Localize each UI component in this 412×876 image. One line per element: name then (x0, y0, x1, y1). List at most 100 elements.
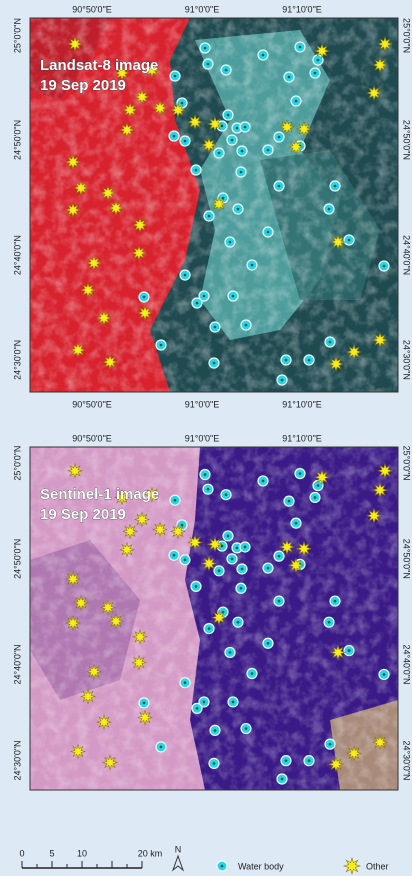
water-body-marker-dot (348, 239, 351, 242)
other-marker (280, 540, 294, 554)
other-marker (297, 122, 311, 136)
other-marker (138, 711, 152, 725)
water-body-marker-dot (251, 264, 254, 267)
top-tick-label: 91°10'0"E (282, 433, 322, 443)
other-marker (109, 614, 123, 628)
water-body-marker-dot (317, 59, 320, 62)
water-body-marker-dot (236, 547, 239, 550)
other-marker (373, 58, 387, 72)
bottom-tick-label: 91°0'0"E (185, 399, 220, 409)
other-marker (188, 535, 202, 549)
water-body-marker-dot (267, 149, 270, 152)
top-tick-label: 90°50'0"E (72, 433, 112, 443)
panel-label: 19 Sep 2019 (40, 77, 126, 94)
bottom-tick-label: 91°10'0"E (282, 399, 322, 409)
water-body-marker-dot (278, 600, 281, 603)
other-marker (66, 155, 80, 169)
bottom-tick-label: 90°50'0"E (72, 399, 112, 409)
other-marker (202, 557, 216, 571)
water-body-marker-dot (240, 171, 243, 174)
water-body-marker-dot (241, 568, 244, 571)
water-body-marker-dot (281, 379, 284, 382)
water-body-marker-dot (174, 75, 177, 78)
water-body-marker-dot (314, 72, 317, 75)
right-tick-label: 24°30'0"N (402, 740, 412, 780)
other-marker (138, 306, 152, 320)
top-tick-label: 91°10'0"E (282, 4, 322, 14)
other-marker (135, 90, 149, 104)
water-body-marker-dot (181, 102, 184, 105)
other-marker (329, 757, 343, 771)
other-marker (367, 509, 381, 523)
other-marker (87, 665, 101, 679)
water-body-marker-dot (245, 727, 248, 730)
other-marker (74, 181, 88, 195)
water-body-marker-dot (221, 125, 224, 128)
water-body-marker-dot (173, 135, 176, 138)
left-tick-label: 24°50'0"N (12, 120, 22, 160)
right-tick-label: 24°40'0"N (402, 235, 412, 275)
other-marker (132, 656, 146, 670)
other-marker (81, 283, 95, 297)
other-marker (378, 37, 392, 51)
water-body-marker-dot (174, 499, 177, 502)
water-body-marker-dot (143, 702, 146, 705)
water-body-marker-dot (383, 673, 386, 676)
other-marker (71, 343, 85, 357)
water-body-marker-dot (196, 302, 199, 305)
water-body-marker-dot (288, 500, 291, 503)
scale-label: 20 km (138, 848, 163, 858)
water-body-marker-dot (184, 559, 187, 562)
right-tick-label: 25°0'0"N (402, 446, 412, 481)
right-tick-label: 24°30'0"N (402, 340, 412, 380)
other-marker (71, 745, 85, 759)
left-tick-label: 24°30'0"N (12, 340, 22, 380)
water-body-marker-dot (221, 865, 224, 868)
left-tick-label: 25°0'0"N (12, 18, 22, 53)
water-body-marker-dot (204, 47, 207, 50)
water-body-marker-dot (208, 215, 211, 218)
water-body-marker-dot (207, 488, 210, 491)
other-marker (315, 44, 329, 58)
water-body-marker-dot (232, 295, 235, 298)
other-marker (101, 601, 115, 615)
other-marker (315, 470, 329, 484)
scale-label: 5 (49, 848, 54, 858)
water-body-marker-dot (317, 484, 320, 487)
page: {"panels":[ {"label_lines":["Landsat-8 i… (0, 0, 412, 876)
panel-label: 19 Sep 2019 (40, 506, 126, 523)
other-marker (103, 756, 117, 770)
panel-label: Sentinel-1 image (40, 486, 159, 503)
water-body-marker-dot (218, 570, 221, 573)
other-marker (66, 616, 80, 630)
water-body-marker-dot (278, 555, 281, 558)
water-body-marker-dot (329, 743, 332, 746)
other-marker (68, 464, 82, 478)
water-body-marker-dot (295, 522, 298, 525)
water-body-marker-dot (285, 759, 288, 762)
water-body-marker-dot (267, 642, 270, 645)
right-tick-label: 24°50'0"N (402, 539, 412, 579)
water-body-marker-dot (245, 324, 248, 327)
other-marker (120, 123, 134, 137)
other-marker (97, 311, 111, 325)
top-tick-label: 91°0'0"E (185, 433, 220, 443)
water-body-marker-dot (328, 621, 331, 624)
north-label: N (175, 844, 182, 854)
other-marker (171, 103, 185, 117)
left-tick-label: 24°40'0"N (12, 644, 22, 684)
water-body-marker-dot (278, 136, 281, 139)
other-marker (132, 246, 146, 260)
right-tick-label: 24°40'0"N (402, 644, 412, 684)
other-marker (120, 543, 134, 557)
water-body-marker-dot (329, 341, 332, 344)
legend-label: Other (366, 861, 389, 871)
water-body-marker-dot (184, 140, 187, 143)
other-marker (378, 464, 392, 478)
other-marker (329, 357, 343, 371)
left-tick-label: 24°50'0"N (12, 539, 22, 579)
water-body-marker-dot (308, 759, 311, 762)
other-marker (347, 345, 361, 359)
panel-label: Landsat-8 image (40, 57, 158, 74)
water-body-marker-dot (229, 651, 232, 654)
